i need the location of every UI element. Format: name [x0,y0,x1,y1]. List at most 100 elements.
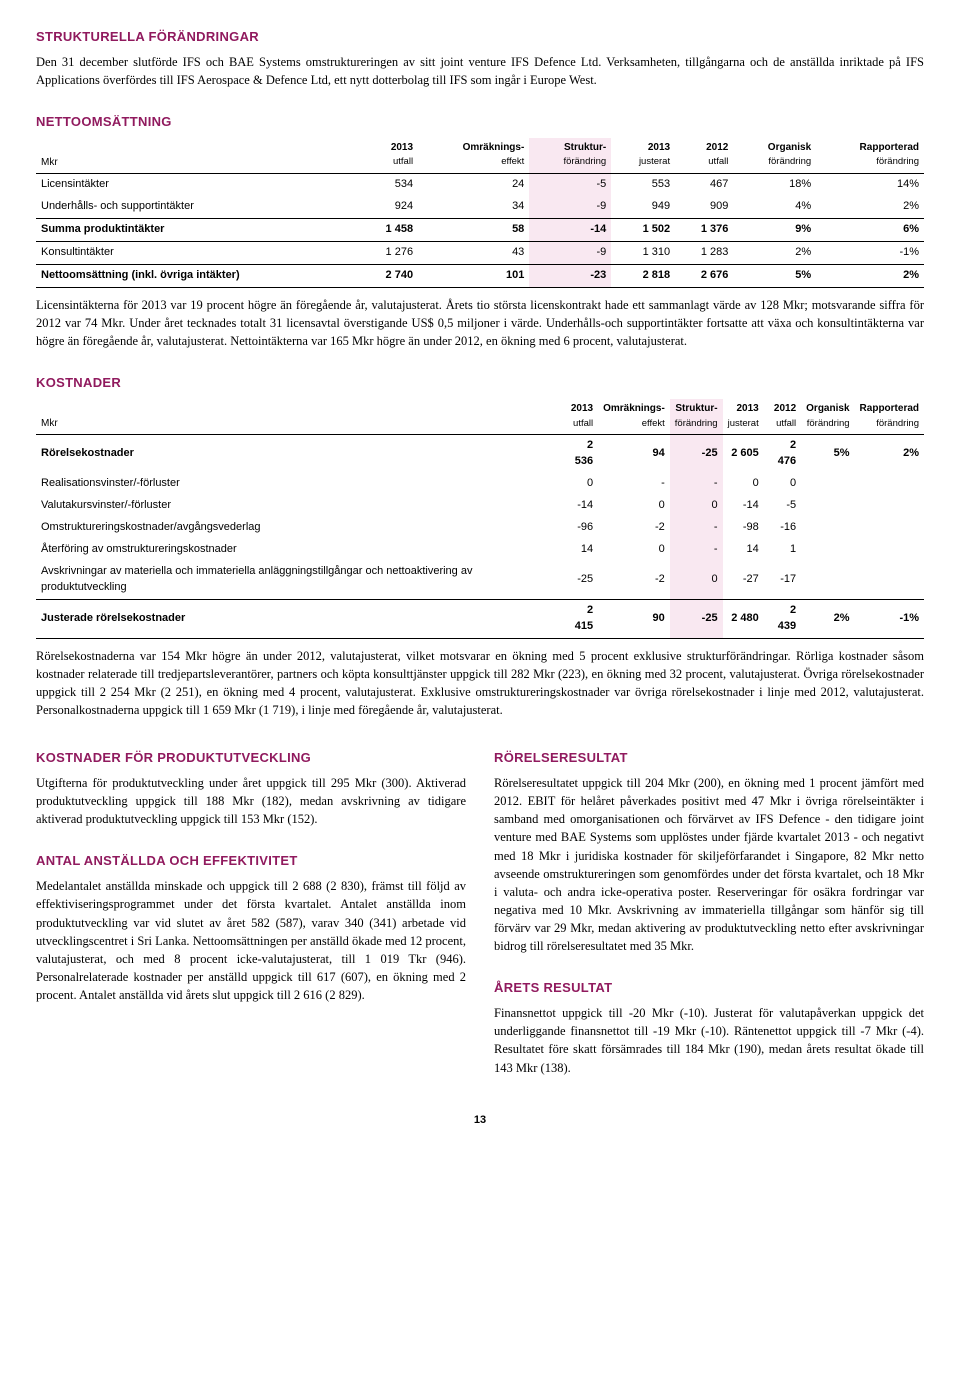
table-row: Realisationsvinster/-förluster0--00 [36,473,924,495]
cell: -27 [723,561,764,599]
table-row: Omstruktureringskostnader/avgångsvederla… [36,517,924,539]
cell: 14% [816,174,924,196]
row-label: Omstruktureringskostnader/avgångsvederla… [36,517,561,539]
cell: 1 458 [360,219,418,242]
row-label: Licensintäkter [36,174,360,196]
table-col-header: Struktur-förändring [529,138,611,174]
cell: -25 [670,435,723,473]
cell: -98 [723,517,764,539]
para-right2: Finansnettot uppgick till -20 Mkr (-10).… [494,1004,924,1077]
heading-right2: ÅRETS RESULTAT [494,979,924,998]
cell: 0 [598,539,670,561]
table-col-header: Organiskförändring [801,399,854,435]
cell [801,517,854,539]
row-label: Realisationsvinster/-förluster [36,473,561,495]
table-col-header: 2012utfall [675,138,733,174]
cell: -14 [529,219,611,242]
table-col-header: Rapporteradförändring [855,399,924,435]
page-number: 13 [36,1113,924,1129]
heading-kostnader: KOSTNADER [36,374,924,393]
cell: 2 476 [764,435,801,473]
cell: 101 [418,264,529,287]
cell: 24 [418,174,529,196]
table-col-header: Struktur-förändring [670,399,723,435]
cell: 0 [723,473,764,495]
two-column-layout: KOSTNADER FÖR PRODUKTUTVECKLING Utgifter… [36,749,924,1086]
para-strukturella: Den 31 december slutförde IFS och BAE Sy… [36,53,924,89]
cell: 949 [611,196,675,218]
para-netto: Licensintäkterna för 2013 var 19 procent… [36,296,924,350]
cell: 4% [733,196,816,218]
cell: 2% [855,435,924,473]
cell [801,561,854,599]
cell: 94 [598,435,670,473]
cell: 2 415 [561,599,598,638]
cell: - [670,539,723,561]
heading-right1: RÖRELSERESULTAT [494,749,924,768]
cell: -1% [855,599,924,638]
cell: 2 536 [561,435,598,473]
cell: 14 [561,539,598,561]
cell [855,561,924,599]
table-row: Justerade rörelsekostnader2 41590-252 48… [36,599,924,638]
cell: 1 283 [675,242,733,265]
cell: -14 [723,495,764,517]
cell: 6% [816,219,924,242]
cell [801,539,854,561]
cell: 34 [418,196,529,218]
cell: 1 276 [360,242,418,265]
cell: -17 [764,561,801,599]
cell: 43 [418,242,529,265]
cell: 0 [670,561,723,599]
table-col-header: 2013utfall [360,138,418,174]
cell [855,517,924,539]
cell: 2% [733,242,816,265]
row-label: Konsultintäkter [36,242,360,265]
cell: - [670,473,723,495]
row-label: Nettoomsättning (inkl. övriga intäkter) [36,264,360,287]
cell: -96 [561,517,598,539]
table-row: Avskrivningar av materiella och immateri… [36,561,924,599]
cell: 58 [418,219,529,242]
para-right1: Rörelseresultatet uppgick till 204 Mkr (… [494,774,924,955]
cell: 0 [561,473,598,495]
heading-netto: NETTOOMSÄTTNING [36,113,924,132]
heading-strukturella: STRUKTURELLA FÖRÄNDRINGAR [36,28,924,47]
cell: -9 [529,196,611,218]
table-col-header: 2012utfall [764,399,801,435]
table-row: Återföring av omstruktureringskostnader1… [36,539,924,561]
cell: 2 605 [723,435,764,473]
cell [801,473,854,495]
row-label: Summa produktintäkter [36,219,360,242]
row-label: Underhålls- och supportintäkter [36,196,360,218]
cell: -25 [561,561,598,599]
cell: 2% [801,599,854,638]
table-corner: Mkr [36,138,360,174]
cell: -25 [670,599,723,638]
row-label: Valutakursvinster/-förluster [36,495,561,517]
para-left1: Utgifterna för produktutveckling under å… [36,774,466,828]
cell: 18% [733,174,816,196]
para-left2: Medelantalet anställda minskade och uppg… [36,877,466,1004]
cell [801,495,854,517]
heading-left2: ANTAL ANSTÄLLDA OCH EFFEKTIVITET [36,852,466,871]
cell: 924 [360,196,418,218]
cell: 2 439 [764,599,801,638]
table-row: Nettoomsättning (inkl. övriga intäkter)2… [36,264,924,287]
cell: -14 [561,495,598,517]
cell: 5% [801,435,854,473]
table-row: Rörelsekostnader2 53694-252 6052 4765%2% [36,435,924,473]
table-netto: Mkr2013utfallOmräknings-effektStruktur-f… [36,138,924,288]
cell: 14 [723,539,764,561]
cell: - [598,473,670,495]
cell: 2 740 [360,264,418,287]
table-kostnader: Mkr2013utfallOmräknings-effektStruktur-f… [36,399,924,639]
heading-left1: KOSTNADER FÖR PRODUKTUTVECKLING [36,749,466,768]
table-row: Valutakursvinster/-förluster-1400-14-5 [36,495,924,517]
cell: 0 [764,473,801,495]
table-row: Licensintäkter53424-555346718%14% [36,174,924,196]
cell: 534 [360,174,418,196]
row-label: Justerade rörelsekostnader [36,599,561,638]
cell: 1 310 [611,242,675,265]
cell: -2 [598,517,670,539]
